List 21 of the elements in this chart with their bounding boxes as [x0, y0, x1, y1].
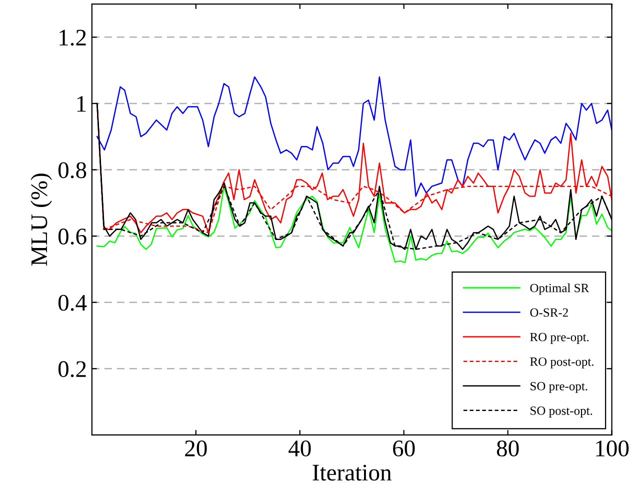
x-tick-label: 100	[596, 440, 629, 456]
line-series	[96, 186, 612, 264]
x-tick-label: 60	[393, 440, 415, 456]
y-tick-label: 1	[77, 96, 86, 112]
line-series	[96, 76, 612, 197]
x-tick-label: 40	[288, 440, 311, 456]
x-tick-label: 20	[185, 440, 207, 456]
legend-label: Optimal SR	[530, 283, 590, 295]
legend-label: RO post-opt.	[530, 357, 594, 368]
legend-label: SO pre-opt.	[530, 382, 588, 393]
legend-label: O-SR-2	[530, 308, 568, 317]
y-tick-label: 0.8	[58, 162, 86, 178]
legend-label: SO post-opt.	[530, 406, 592, 418]
y-tick-label: 1.2	[60, 30, 86, 46]
y-tick-label: 0.6	[58, 228, 86, 245]
y-axis-title: MLU (%)	[30, 174, 52, 266]
y-tick-label: 0.4	[58, 294, 87, 311]
x-tick-label: 80	[496, 440, 519, 456]
x-axis-title: Iteration	[312, 464, 392, 481]
y-tick-label: 0.2	[58, 361, 86, 378]
legend-label: RO pre-opt.	[530, 332, 589, 344]
